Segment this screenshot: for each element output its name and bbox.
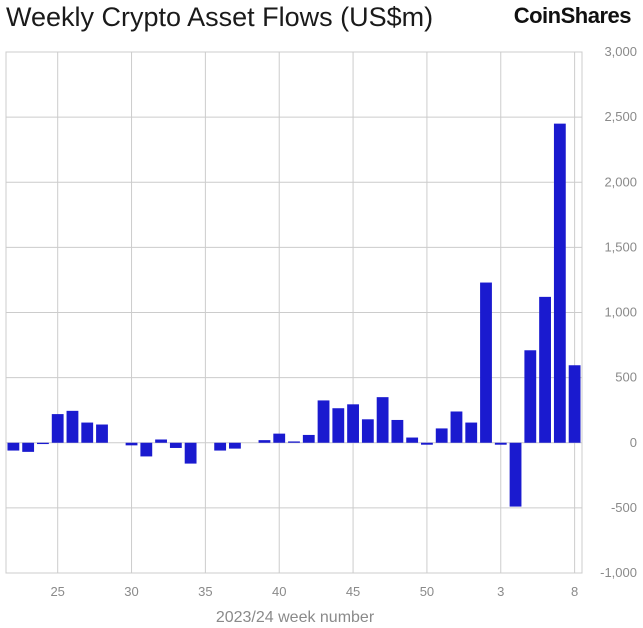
bar-week-45 xyxy=(347,404,359,443)
bar-week-49 xyxy=(406,437,419,443)
y-tick-label: 1,000 xyxy=(604,305,637,320)
bar-series xyxy=(7,123,581,507)
y-tick-label: -500 xyxy=(611,500,637,515)
grid-lines xyxy=(5,51,583,574)
x-tick-label: 45 xyxy=(346,584,360,599)
coinshares-logo: CoinShares xyxy=(513,3,632,28)
bar-week-32 xyxy=(155,439,167,443)
bar-week-47 xyxy=(376,397,389,443)
bar-week-42 xyxy=(302,434,315,443)
y-tick-label: 2,000 xyxy=(604,174,637,189)
bar-week-27 xyxy=(81,422,94,443)
x-tick-label: 40 xyxy=(272,584,286,599)
bar-week-22 xyxy=(7,442,20,451)
y-tick-label: -1,000 xyxy=(600,565,637,580)
bar-week-39 xyxy=(258,440,271,443)
x-tick-label: 3 xyxy=(497,584,504,599)
x-tick-label: 35 xyxy=(198,584,212,599)
x-tick-label: 8 xyxy=(571,584,578,599)
bar-week-26 xyxy=(66,410,79,443)
bar-week-30 xyxy=(125,442,138,446)
x-axis-ticks: 25 30 35 40 45 50 3 8 xyxy=(50,584,578,599)
bar-week-31 xyxy=(140,442,153,457)
bar-week-44 xyxy=(332,408,345,443)
y-tick-label: 3,000 xyxy=(604,44,637,59)
bar-week-25 xyxy=(51,414,64,443)
x-axis-label: 2023/24 week number xyxy=(216,609,375,626)
bar-week-34 xyxy=(184,442,197,464)
bar-week-50 xyxy=(421,442,433,445)
bar-week-46 xyxy=(361,419,374,443)
y-axis-ticks: -1,000 -500 0 500 1,000 1,500 2,000 2,500 3,000 xyxy=(600,44,637,580)
y-tick-label: 2,500 xyxy=(604,109,637,124)
bar-week-1 xyxy=(465,422,478,443)
bar-week-36 xyxy=(214,442,227,451)
y-tick-label: 500 xyxy=(615,370,637,385)
x-tick-label: 25 xyxy=(50,584,64,599)
bar-week-24 xyxy=(37,442,49,445)
bar-week-28 xyxy=(96,424,108,443)
chart-title: Weekly Crypto Asset Flows (US$m) xyxy=(6,2,434,32)
x-tick-label: 30 xyxy=(124,584,138,599)
bar-week-8 xyxy=(568,365,581,443)
bar-week-4 xyxy=(509,442,522,507)
x-tick-label: 50 xyxy=(420,584,434,599)
bar-week-37 xyxy=(229,442,241,449)
bar-week-41 xyxy=(288,441,300,443)
y-tick-label: 0 xyxy=(630,435,637,450)
bar-week-40 xyxy=(273,433,286,443)
bar-week-33 xyxy=(169,442,182,448)
bar-week-7 xyxy=(553,123,566,443)
bar-week-5 xyxy=(524,350,537,443)
bar-week-3 xyxy=(494,442,507,445)
bar-week-2 xyxy=(480,282,492,443)
plot-frame xyxy=(5,51,583,574)
bar-week-6 xyxy=(539,296,551,443)
bar-week-23 xyxy=(22,442,35,452)
bar-week-52 xyxy=(450,411,463,443)
bar-week-48 xyxy=(391,419,404,443)
bar-week-43 xyxy=(317,400,330,443)
y-tick-label: 1,500 xyxy=(604,239,637,254)
bar-week-51 xyxy=(435,428,448,443)
